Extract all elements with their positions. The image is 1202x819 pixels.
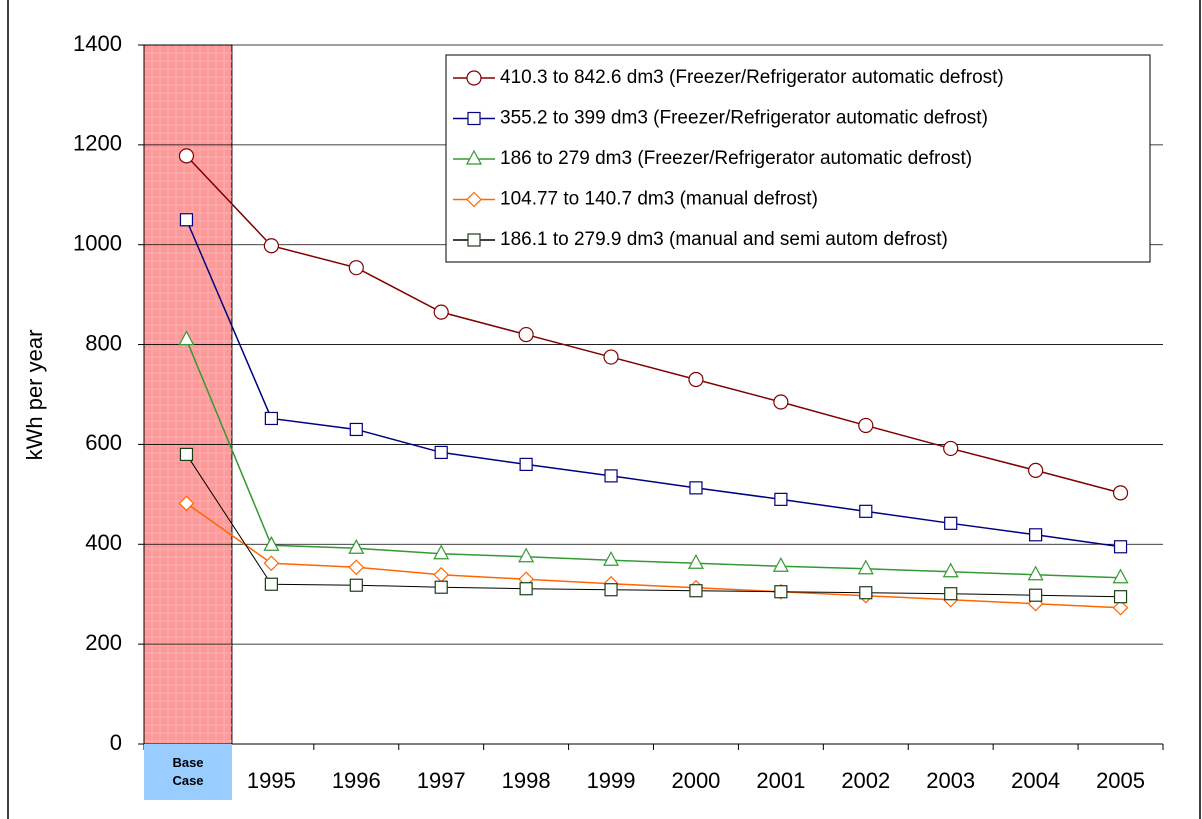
- point: [178, 495, 195, 512]
- point: [772, 556, 789, 572]
- x-tick-label: 2002: [841, 768, 890, 793]
- legend-label: 186 to 279 dm3 (Freezer/Refrigerator aut…: [500, 148, 972, 169]
- x-tick-label: 2000: [671, 768, 720, 793]
- y-tick-label: 1000: [73, 231, 122, 256]
- x-tick-label: 1997: [417, 768, 466, 793]
- series-line: [185, 339, 1121, 579]
- point: [1029, 588, 1043, 602]
- point: [518, 326, 534, 343]
- point: [467, 233, 481, 247]
- point: [774, 492, 788, 506]
- point: [1027, 565, 1044, 581]
- point: [859, 504, 873, 518]
- legend-label: 355.2 to 399 dm3 (Freezer/Refrigerator a…: [500, 108, 988, 129]
- point: [519, 582, 533, 596]
- point: [348, 539, 365, 554]
- point: [859, 586, 873, 600]
- point: [603, 349, 619, 365]
- point: [943, 440, 959, 457]
- point: [1112, 485, 1129, 501]
- legend-box: [445, 54, 1151, 263]
- point: [858, 417, 874, 434]
- series-line: [186, 454, 1121, 598]
- point: [604, 469, 618, 483]
- point: [348, 559, 365, 576]
- legend-label: 410.3 to 842.6 dm3 (Freezer/Refrigerator…: [500, 67, 1004, 88]
- point: [604, 583, 618, 597]
- point: [178, 330, 195, 346]
- point: [857, 559, 874, 575]
- x-tick-label: 1995: [247, 768, 296, 793]
- y-tick-label: 400: [85, 530, 122, 555]
- point: [773, 394, 789, 410]
- point: [1112, 599, 1129, 616]
- point: [263, 555, 280, 572]
- point: [467, 111, 481, 126]
- x-tick-label: Base Case: [172, 755, 204, 788]
- frame: [7, 0, 1201, 819]
- y-tick-label: 200: [85, 630, 122, 655]
- point: [689, 481, 703, 495]
- point: [466, 191, 482, 208]
- point: [944, 516, 958, 530]
- point: [518, 547, 535, 563]
- point: [687, 553, 704, 569]
- point: [433, 544, 450, 560]
- legend-label: 186.1 to 279.9 dm3 (manual and semi auto…: [500, 229, 948, 250]
- point: [264, 411, 278, 426]
- point: [178, 148, 195, 164]
- x-tick-label: 1996: [332, 768, 381, 793]
- point: [466, 70, 482, 86]
- x-tick-label: 2005: [1096, 768, 1145, 793]
- point: [264, 577, 278, 591]
- point: [349, 422, 363, 437]
- point: [465, 149, 483, 165]
- point: [434, 580, 448, 594]
- point: [1028, 462, 1044, 478]
- y-tick-label: 600: [85, 430, 122, 455]
- point: [1113, 540, 1128, 554]
- point: [179, 447, 194, 462]
- point: [179, 213, 194, 227]
- base-case-box: Base Case: [144, 744, 232, 800]
- point: [603, 550, 620, 566]
- x-tick-label: 2004: [1011, 768, 1060, 793]
- point: [349, 578, 363, 592]
- x-tick-label: 2003: [926, 768, 975, 793]
- y-tick-label: 1200: [73, 131, 122, 156]
- point: [434, 445, 448, 460]
- point: [689, 584, 703, 598]
- x-tick-label: 1999: [587, 768, 636, 793]
- y-tick-label: 0: [110, 730, 122, 755]
- point: [433, 304, 449, 320]
- x-tick-label: 1998: [502, 768, 551, 793]
- point: [1029, 528, 1043, 542]
- point: [263, 536, 280, 551]
- point: [944, 587, 958, 601]
- series-line: [185, 155, 1121, 494]
- y-axis-label: kWh per year: [22, 330, 47, 461]
- series-line: [185, 219, 1121, 548]
- point: [1113, 590, 1128, 604]
- point: [688, 371, 704, 388]
- point: [433, 566, 450, 583]
- point: [942, 562, 959, 578]
- point: [519, 457, 533, 471]
- point: [1112, 568, 1129, 584]
- legend-label: 104.77 to 140.7 dm3 (manual defrost): [500, 189, 818, 210]
- point: [774, 585, 788, 599]
- series-line: [186, 502, 1121, 609]
- y-tick-label: 800: [85, 330, 122, 355]
- y-tick-label: 1400: [73, 31, 122, 56]
- point: [263, 238, 279, 254]
- point: [348, 260, 364, 276]
- x-tick-label: 2001: [756, 768, 805, 793]
